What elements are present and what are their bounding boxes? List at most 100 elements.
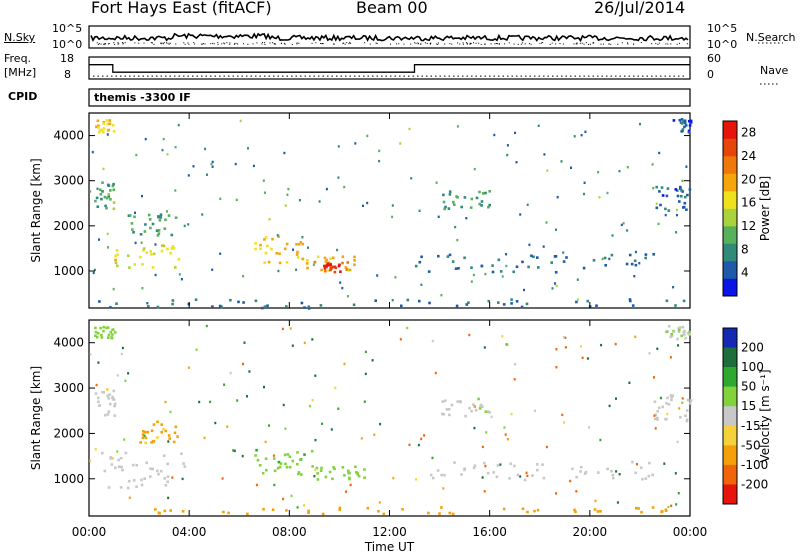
data-cell [160, 244, 164, 247]
data-cell [301, 242, 305, 246]
noise-search-point [118, 43, 120, 45]
data-cell [112, 201, 116, 204]
data-cell [672, 119, 676, 122]
data-cell [554, 255, 558, 258]
data-cell [454, 267, 458, 270]
noise-search-point [113, 42, 115, 44]
colorbar-label: Velocity [m s⁻¹] [758, 369, 772, 462]
data-cell [468, 406, 471, 410]
x-tick-label: 04:00 [172, 525, 207, 539]
noise-search-point [480, 43, 482, 45]
data-cell [107, 183, 110, 187]
noise-search-point [296, 43, 298, 45]
data-cell [655, 202, 658, 205]
data-cell [366, 134, 369, 138]
data-cell [105, 196, 109, 200]
data-cell [259, 247, 262, 250]
data-cell [667, 209, 671, 212]
noise-search-point [676, 43, 678, 45]
power-colorbar: 4 8 12 16 20 24 28 Power [dB] [722, 120, 772, 297]
data-cell [679, 185, 682, 189]
data-cell [555, 492, 557, 495]
data-cell [639, 122, 641, 126]
data-cell [526, 474, 529, 477]
data-cell [254, 454, 257, 457]
freq-label: Freq. [4, 52, 32, 65]
data-cell [481, 445, 484, 449]
data-cell [95, 383, 98, 387]
data-cell [252, 164, 255, 168]
data-cell [301, 236, 304, 239]
data-cell [273, 469, 277, 473]
data-cell [258, 464, 262, 467]
data-cell [117, 458, 120, 462]
data-cell [116, 374, 119, 377]
data-cell [296, 462, 299, 466]
data-cell [147, 213, 151, 217]
data-cell [353, 255, 356, 259]
data-cell [408, 127, 411, 131]
data-cell [108, 122, 112, 125]
noise-search-point [114, 43, 116, 45]
data-cell [679, 121, 683, 124]
velocity-colorbar: 200 100 50 15 -15 -50 -100 -200 Velocity [m s⁻¹] [722, 327, 772, 505]
data-cell [345, 490, 347, 493]
noise-search-point [167, 42, 169, 44]
data-cell [521, 507, 525, 511]
data-cell [162, 428, 165, 431]
noise-search-point [415, 42, 417, 44]
data-cell [410, 177, 413, 180]
data-cell [525, 302, 529, 306]
noise-search-point [640, 42, 642, 44]
data-cell [644, 256, 647, 260]
radar-title: Fort Hays East (fitACF) [91, 0, 272, 17]
data-cell [682, 206, 685, 209]
x-axis-label: Time UT [364, 540, 415, 554]
data-cell [442, 413, 445, 416]
data-cell [254, 299, 258, 303]
data-cell [483, 346, 486, 349]
data-cell [91, 150, 94, 154]
data-cell [296, 250, 299, 254]
noise-search-point [521, 42, 523, 44]
data-cell [483, 490, 486, 493]
data-cell [501, 335, 504, 338]
noise-search-point [466, 42, 468, 44]
data-cell [683, 195, 687, 199]
data-cell [474, 405, 477, 408]
data-cell [311, 338, 314, 341]
noise-search-point [436, 43, 438, 45]
colorbar-swatch [723, 208, 737, 227]
data-cell [618, 170, 621, 173]
data-cell [677, 344, 680, 347]
data-cell [112, 207, 116, 211]
data-cell [148, 218, 152, 221]
data-cell [339, 281, 342, 284]
noise-search-point [490, 43, 492, 45]
data-cell [392, 476, 395, 480]
data-cell [440, 294, 443, 297]
data-cell [262, 179, 265, 182]
data-cell [103, 413, 107, 417]
noise-search-point [343, 42, 345, 44]
data-cell [631, 304, 635, 307]
data-cell [324, 269, 327, 273]
data-cell [459, 400, 462, 404]
noise-search-point [420, 43, 422, 45]
data-cell [670, 333, 673, 336]
data-cell [99, 193, 103, 196]
data-cell [408, 443, 411, 446]
data-cell [528, 243, 531, 246]
data-cell [502, 507, 506, 511]
data-cell [555, 366, 558, 369]
data-cell [463, 256, 466, 260]
data-cell [234, 162, 237, 166]
data-cell [363, 468, 366, 471]
data-cell [391, 204, 394, 207]
data-cell [472, 466, 476, 470]
data-cell [95, 125, 98, 129]
data-cell [239, 119, 242, 123]
data-cell [106, 326, 110, 329]
data-cell [96, 205, 100, 208]
data-cell [106, 133, 109, 136]
